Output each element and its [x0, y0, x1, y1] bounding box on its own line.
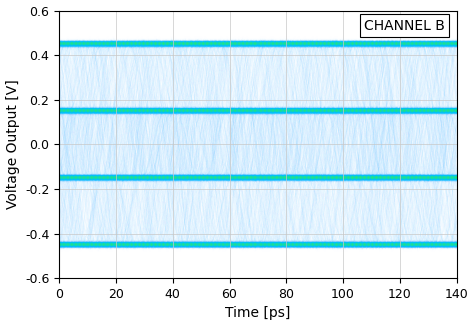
Text: CHANNEL B: CHANNEL B [364, 19, 445, 33]
X-axis label: Time [ps]: Time [ps] [225, 306, 291, 320]
Y-axis label: Voltage Output [V]: Voltage Output [V] [6, 80, 19, 209]
